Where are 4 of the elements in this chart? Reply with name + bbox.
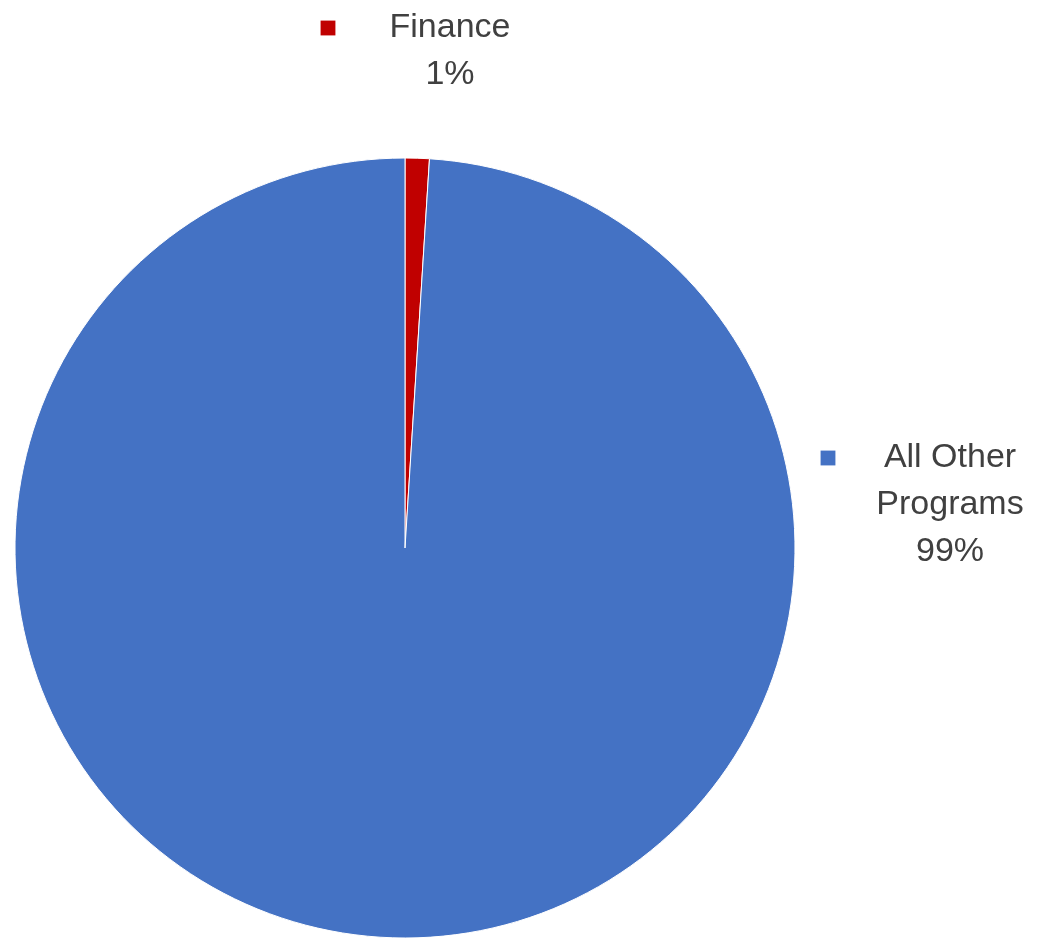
data-label: 1% [425,53,475,91]
data-label: 99% [915,530,985,568]
legend-label: All Other Programs [876,436,1024,521]
legend-label: Finance [389,6,511,44]
